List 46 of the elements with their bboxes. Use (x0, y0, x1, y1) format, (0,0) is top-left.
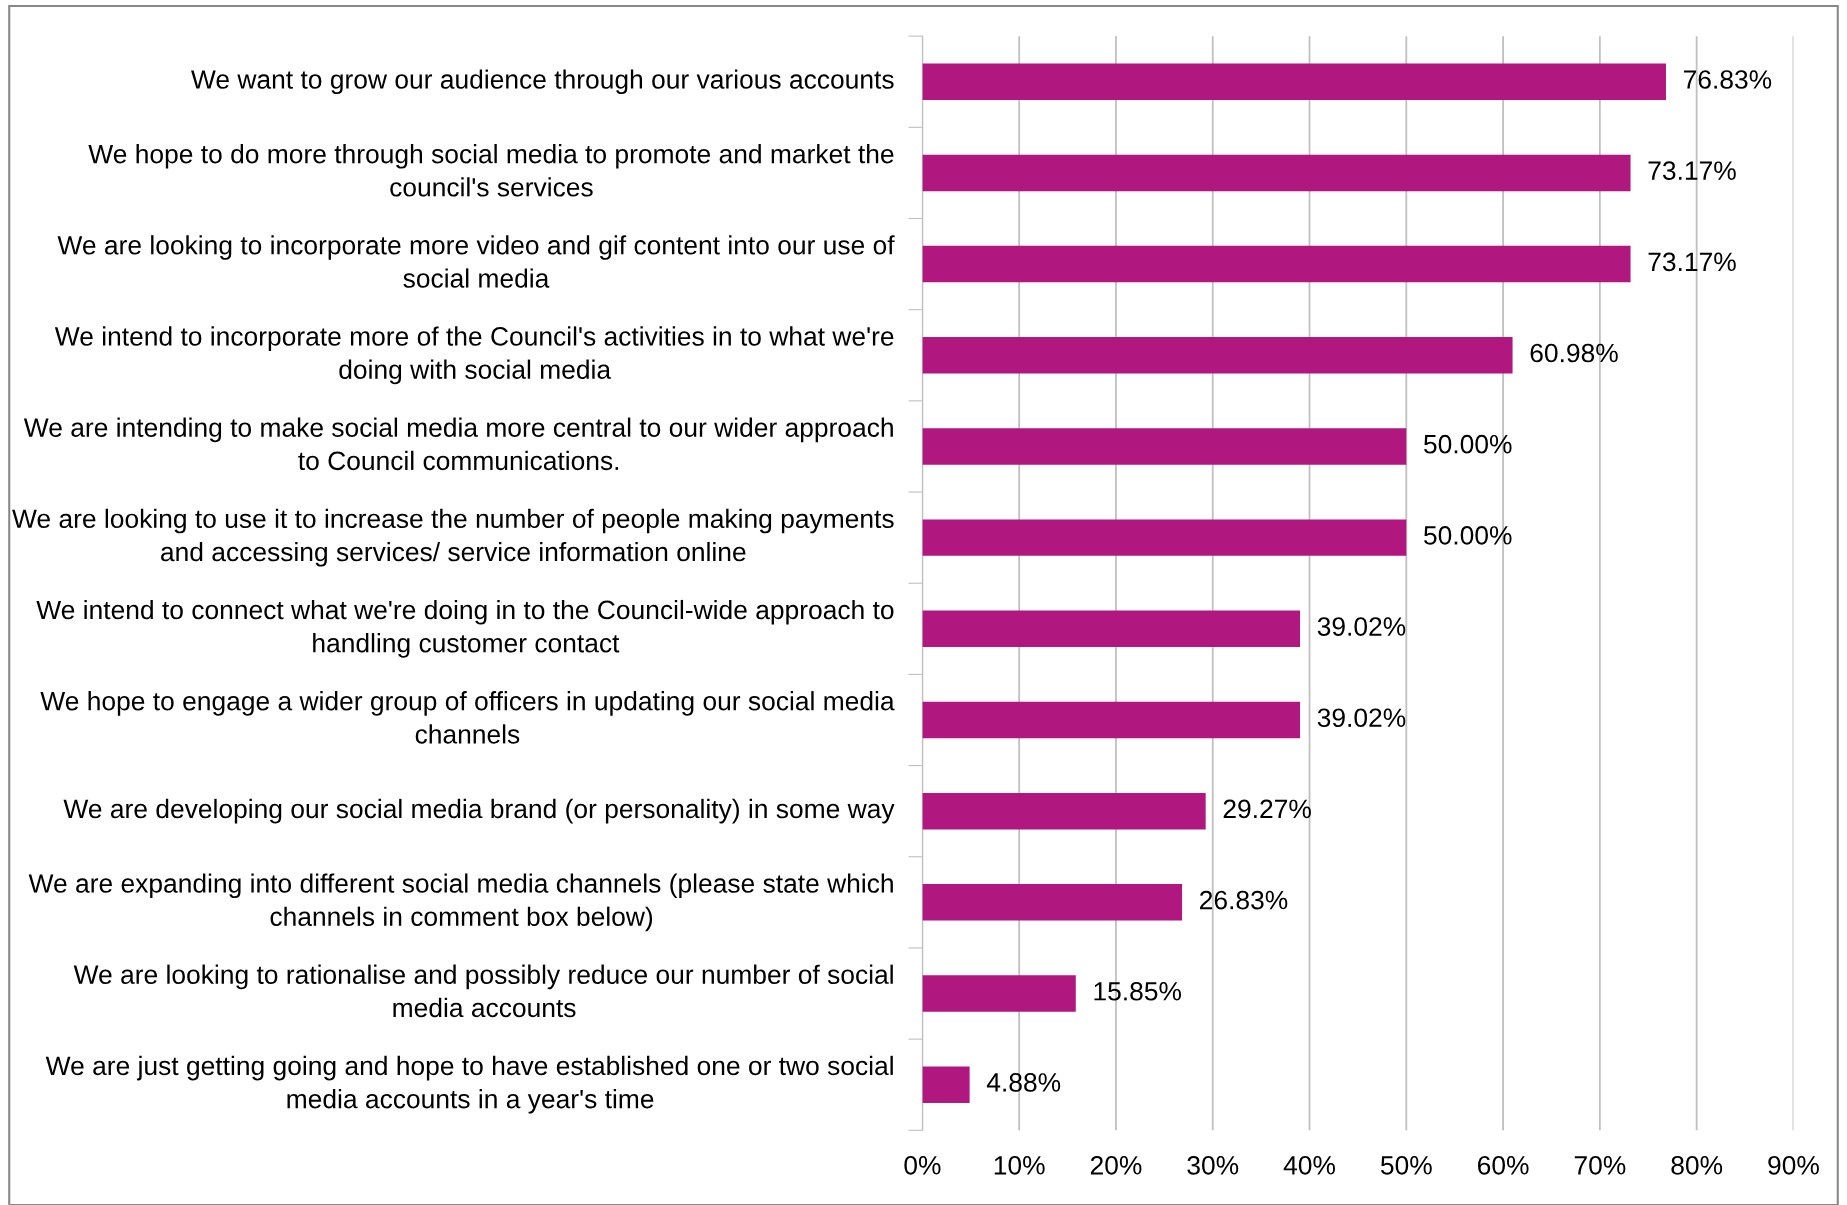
y-tick-label: We are looking to incorporate more video and gif content into our use of social media (57, 235, 895, 288)
x-tick-label: 90% (1768, 1155, 1819, 1175)
bar (922, 701, 1301, 739)
x-tick-label: 80% (1671, 1155, 1723, 1175)
y-tick-label: We intend to incorporate more of the Council's activities in to what we're doing with social media (54, 326, 894, 385)
x-tick-label: 70% (1574, 1155, 1626, 1175)
data-label: 73.17% (1648, 252, 1736, 272)
bar (922, 610, 1301, 648)
data-label: 26.83% (1200, 890, 1288, 910)
bar (922, 245, 1631, 283)
x-tick-label: 20% (1090, 1155, 1142, 1175)
data-label: 29.27% (1223, 799, 1311, 819)
bar (922, 428, 1407, 465)
y-tick-label: We are looking to rationalise and possibly reduce our number of social media accounts (73, 964, 893, 1018)
y-tick-label: We are developing our social media brand (or personality) in some way (63, 798, 895, 824)
data-label: 4.88% (986, 1073, 1061, 1092)
y-tick-label: We are just getting going and hope to have established one or two social media accounts in a year's time (45, 1055, 893, 1114)
data-label: 50.00% (1424, 526, 1512, 545)
data-label: 73.17% (1648, 161, 1736, 180)
data-label: 76.83% (1683, 70, 1772, 89)
x-tick-label: 60% (1478, 1155, 1529, 1175)
bar (922, 975, 1076, 1012)
x-tick-label: 30% (1187, 1155, 1239, 1175)
data-label: 39.02% (1317, 708, 1406, 728)
x-tick-label: 40% (1283, 1155, 1335, 1175)
data-label: 50.00% (1424, 434, 1512, 454)
bar (922, 792, 1206, 830)
y-tick-label: We hope to do more through social media to promote and market the council's services (88, 144, 894, 197)
y-tick-label: We are expanding into different social media channels (please state which channels in comment box below) (28, 873, 893, 932)
y-tick-label: We intend to connect what we're doing in to the Council-wide approach to handling customer contact (36, 599, 894, 658)
bar (922, 1066, 970, 1103)
data-label: 60.98% (1530, 343, 1618, 363)
data-label: 15.85% (1094, 981, 1182, 1001)
y-tick-label: We are looking to use it to increase the number of people making payments and accessing services/ service information online (12, 508, 894, 567)
x-tick-label: 10% (994, 1155, 1045, 1175)
x-tick-label: 50% (1380, 1155, 1432, 1175)
data-label: 39.02% (1317, 617, 1406, 636)
y-tick-label: We want to grow our audience through our various accounts (191, 69, 894, 95)
bar (922, 519, 1407, 556)
bar (922, 63, 1666, 100)
bar (922, 337, 1513, 374)
x-tick-label: 0% (904, 1155, 941, 1175)
y-tick-label: We are intending to make social media more central to our wider approach to Council communications. (23, 417, 893, 471)
y-tick-label: We hope to engage a wider group of officers in updating our social media channels (40, 691, 895, 744)
bar (922, 154, 1631, 192)
bar (922, 884, 1183, 921)
